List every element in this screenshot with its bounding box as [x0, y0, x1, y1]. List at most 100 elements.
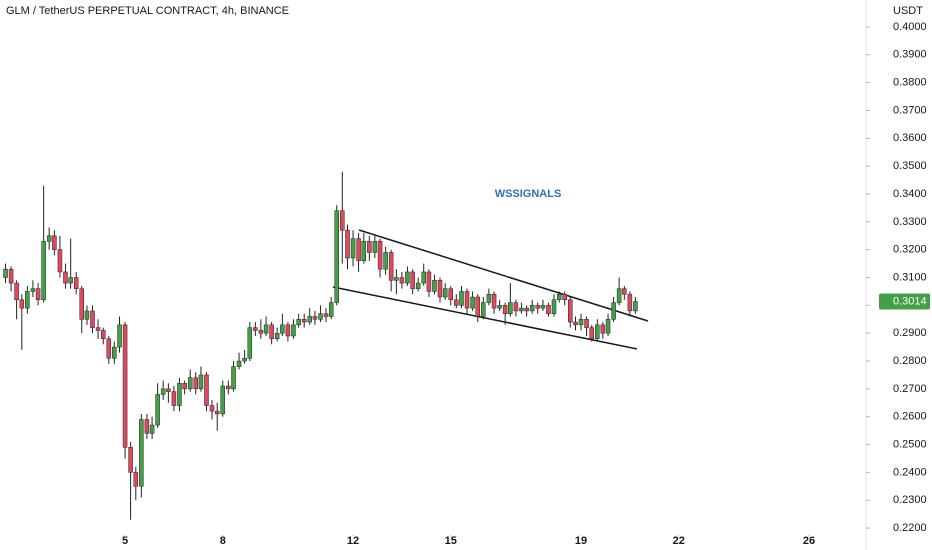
candle-body [410, 271, 415, 289]
candle-body [437, 280, 443, 298]
candle-body [432, 280, 437, 292]
candle-body [236, 360, 242, 367]
y-tick-label: 0.3900 [893, 49, 927, 61]
candle-body [312, 316, 318, 320]
candle-body [226, 385, 231, 390]
candle-body [285, 324, 291, 337]
candle-body [100, 330, 106, 340]
candle-body [198, 374, 204, 390]
candle-body [486, 293, 492, 303]
candle-body [318, 313, 323, 320]
candle-body [475, 296, 481, 317]
candle-body [73, 277, 79, 289]
candle-body [258, 330, 264, 334]
candle-body [388, 252, 394, 281]
candle-body [307, 316, 312, 323]
candle-body [231, 366, 236, 390]
candle-body [633, 301, 638, 312]
candle-body [551, 299, 557, 314]
candle-body [502, 305, 508, 314]
candle-body [377, 241, 383, 270]
candle-body [415, 282, 421, 289]
y-tick-label: 0.2800 [893, 355, 927, 367]
candle-body [171, 391, 177, 406]
candle-body [220, 385, 226, 415]
candle-body [296, 319, 301, 326]
candle-body [30, 288, 36, 292]
candle-body [46, 235, 52, 242]
y-tick-label: 0.3800 [893, 77, 927, 89]
y-tick-label: 0.3300 [893, 216, 927, 228]
candle-body [52, 235, 57, 250]
candle-body [578, 319, 584, 326]
y-tick-label: 0.4000 [893, 21, 927, 33]
candle-body [263, 324, 269, 334]
candle-body [399, 277, 405, 284]
candle-body [84, 310, 90, 320]
candle-body [95, 327, 101, 331]
candle-body [361, 241, 367, 262]
axis-unit: USDT [893, 5, 923, 17]
candle-body [301, 319, 307, 323]
candle-body [177, 383, 182, 406]
y-tick-label: 0.3600 [893, 132, 927, 144]
candle-body [372, 241, 378, 253]
candle-body [323, 313, 329, 317]
candle-body [122, 324, 128, 448]
candle-body [367, 241, 372, 253]
last-price-box [879, 293, 930, 310]
candle-body [139, 419, 144, 487]
candle-body [616, 288, 622, 303]
candle-body [508, 302, 513, 314]
candle-body [540, 305, 546, 309]
y-tick-label: 0.2500 [893, 438, 927, 450]
trend-line-upper [358, 229, 649, 322]
candle-body [350, 238, 356, 259]
candle-body [611, 302, 616, 320]
candle-body [584, 319, 589, 328]
candle-body [595, 324, 600, 340]
candle-body [519, 307, 524, 312]
candle-body [622, 288, 627, 295]
candle-body [128, 447, 133, 473]
candle-body [280, 324, 285, 334]
candle-body [524, 307, 529, 312]
candle-body [79, 288, 84, 320]
candle-body [133, 472, 139, 487]
candle-body [41, 241, 46, 301]
y-tick-label: 0.3100 [893, 271, 927, 283]
candle-body [291, 324, 296, 337]
candle-body [334, 210, 340, 303]
candle-body [448, 288, 453, 301]
candle-body [63, 271, 68, 284]
candle-body [166, 388, 171, 392]
candle-body [204, 374, 209, 406]
trend-line-lower [332, 286, 638, 350]
candle-body [546, 305, 551, 314]
candle-body [394, 277, 399, 281]
candle-body [556, 293, 562, 301]
candle-body [464, 291, 470, 309]
candle-body [160, 388, 166, 395]
candle-body [149, 424, 155, 434]
candle-body [144, 419, 150, 434]
candle-body [242, 357, 247, 362]
x-tick-label: 15 [445, 535, 457, 547]
y-tick-label: 0.2300 [893, 494, 927, 506]
candle-body [491, 293, 497, 309]
candle-body [442, 288, 448, 298]
candle-body [405, 271, 410, 284]
candle-body [14, 282, 19, 301]
candle-body [535, 305, 540, 309]
x-tick-label: 26 [803, 535, 815, 547]
candle-body [112, 346, 117, 359]
candle-body [589, 327, 595, 340]
y-tick-label: 0.3200 [893, 244, 927, 256]
candle-body [573, 321, 578, 326]
x-tick-label: 8 [220, 535, 226, 547]
candle-body [345, 229, 350, 259]
candle-body [106, 338, 112, 359]
candle-body [3, 268, 8, 278]
candle-body [513, 302, 519, 312]
